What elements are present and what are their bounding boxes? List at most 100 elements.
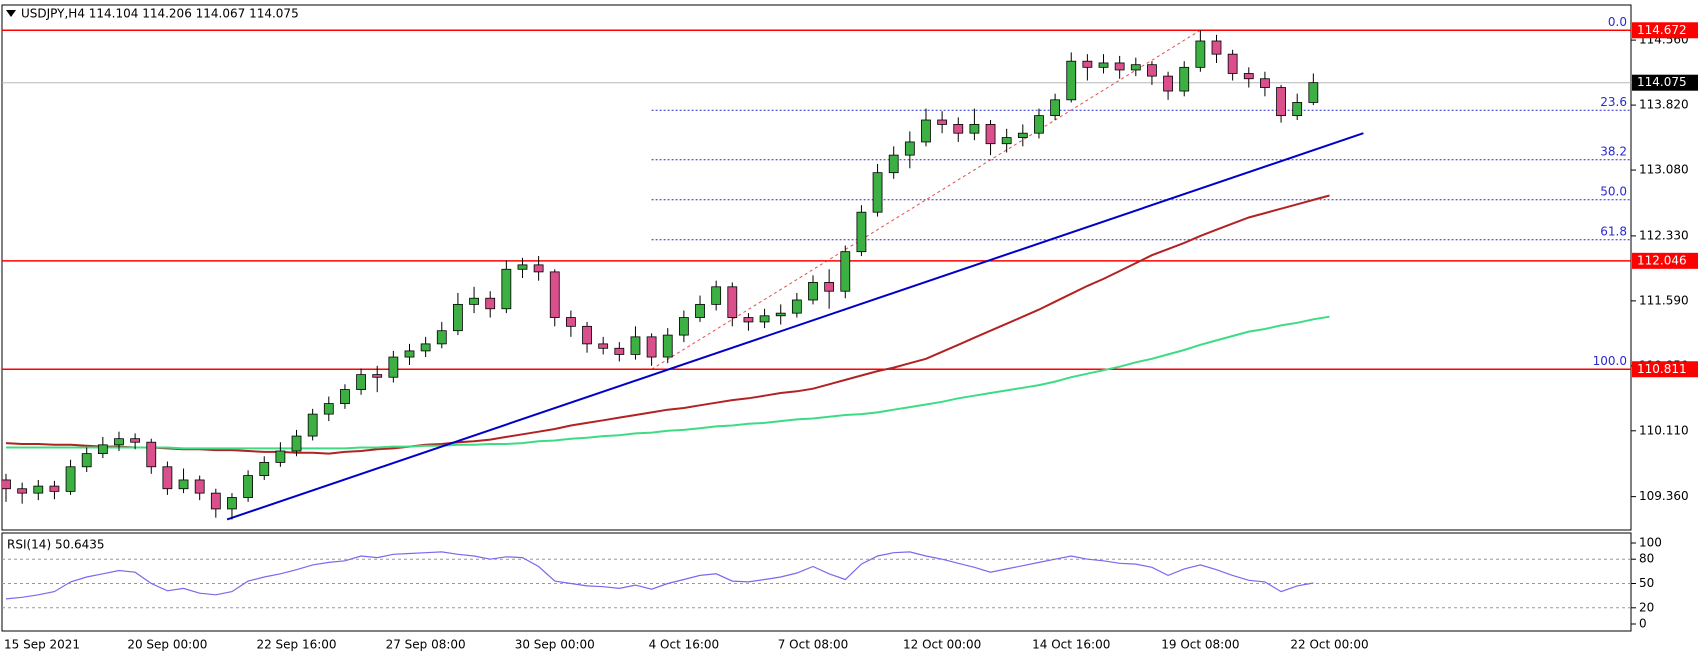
candle-body: [921, 119, 931, 143]
fib-label: 0.0: [1608, 15, 1627, 29]
candle-body: [388, 356, 399, 378]
candle-body: [549, 271, 560, 318]
y-tick-label: 113.820: [1639, 98, 1689, 112]
candle-body: [1308, 82, 1319, 103]
candle-body: [323, 403, 334, 415]
candle-body: [1147, 64, 1157, 77]
candle-body: [1130, 64, 1141, 71]
candle-body: [146, 441, 157, 468]
current-price-box: [1632, 74, 1698, 91]
candle-body: [178, 479, 189, 490]
candle-body: [969, 123, 980, 134]
rsi-tick-label: 100: [1639, 536, 1662, 550]
rsi-tick-label: 80: [1639, 552, 1654, 566]
y-tick-label: 111.590: [1639, 293, 1689, 307]
candle-body: [840, 251, 851, 292]
candle-body: [33, 485, 44, 494]
candle-body: [985, 123, 996, 145]
x-tick-label: 4 Oct 16:00: [649, 638, 720, 652]
candle-body: [291, 435, 302, 452]
candle-body: [1098, 62, 1109, 68]
fib-label: 50.0: [1600, 184, 1627, 198]
candle-body: [243, 475, 254, 498]
candle-body: [630, 336, 641, 355]
candle-body: [469, 297, 479, 305]
y-tick-label: 113.080: [1639, 163, 1689, 177]
price-box-label: 110.811: [1637, 362, 1687, 376]
candle-body: [1066, 60, 1077, 101]
candle-body: [162, 466, 173, 490]
candle-body: [259, 461, 270, 476]
candle-body: [533, 264, 544, 273]
candle-body: [1114, 62, 1125, 71]
moving-average: [5, 194, 1330, 455]
price-box: [1632, 361, 1698, 378]
candle-body: [65, 466, 76, 492]
candle-body: [662, 334, 673, 358]
candle-body: [566, 317, 576, 327]
candle-body: [711, 286, 722, 305]
candle-body: [759, 315, 770, 323]
candle-body: [1195, 40, 1206, 68]
candle-body: [1001, 137, 1012, 145]
candle-body: [372, 374, 383, 378]
price-box: [1632, 252, 1698, 269]
candle-body: [582, 325, 592, 345]
menu-icon[interactable]: [6, 10, 16, 17]
candle-body: [49, 485, 60, 492]
candle-body: [2, 479, 11, 490]
candle-body: [678, 317, 689, 336]
candle-body: [97, 444, 108, 455]
rsi-tick-label: 20: [1639, 600, 1654, 614]
candle-body: [1179, 66, 1190, 92]
candle-body: [1050, 99, 1060, 117]
candle-body: [791, 299, 802, 314]
candle-body: [114, 438, 124, 446]
y-tick-label: 109.360: [1639, 489, 1689, 503]
candle-body: [1034, 115, 1044, 134]
rsi-line: [5, 551, 1314, 600]
candle-body: [275, 450, 286, 463]
candle-body: [436, 330, 447, 345]
candle-body: [1163, 75, 1173, 92]
candle-body: [1017, 132, 1028, 138]
candle-body: [130, 438, 141, 443]
y-tick-label: 110.110: [1639, 423, 1689, 437]
candle-body: [340, 389, 350, 404]
price-box: [1632, 22, 1698, 39]
main-pane: [1, 4, 1632, 531]
y-tick-label: 112.330: [1639, 228, 1689, 242]
fib-label: 100.0: [1593, 354, 1627, 368]
candle-body: [888, 154, 899, 174]
candle-body: [210, 492, 221, 510]
candle-body: [743, 317, 754, 323]
candle-body: [614, 347, 625, 355]
price-box-label: 114.672: [1637, 23, 1687, 37]
x-tick-label: 7 Oct 08:00: [778, 638, 849, 652]
fib-label: 23.6: [1600, 95, 1627, 109]
candle-body: [904, 141, 915, 156]
candle-body: [953, 123, 964, 134]
candle-body: [501, 268, 512, 310]
main-plot: 0.0 23.6 38.2 50.0 61.8 100.0: [2, 15, 1631, 521]
chart-title: USDJPY,H4 114.104 114.206 114.067 114.07…: [21, 7, 299, 21]
x-tick-label: 30 Sep 00:00: [515, 638, 595, 652]
x-tick-label: 20 Sep 00:00: [127, 638, 207, 652]
candle-body: [1276, 87, 1286, 117]
candle-body: [1243, 73, 1254, 80]
rsi-pane: [1, 532, 1632, 632]
candle-body: [485, 297, 496, 310]
candle-body: [1082, 60, 1093, 68]
candle-body: [808, 282, 818, 301]
candle-body: [775, 312, 786, 317]
rsi-plot: [2, 551, 1631, 609]
candle-body: [17, 488, 28, 494]
trend-line: [226, 132, 1364, 521]
candle-body: [194, 479, 205, 494]
x-tick-label: 15 Sep 2021: [4, 638, 80, 652]
candle-body: [937, 119, 948, 125]
candle-body: [81, 453, 92, 468]
candle-body: [727, 286, 738, 318]
moving-average: [6, 315, 1330, 450]
